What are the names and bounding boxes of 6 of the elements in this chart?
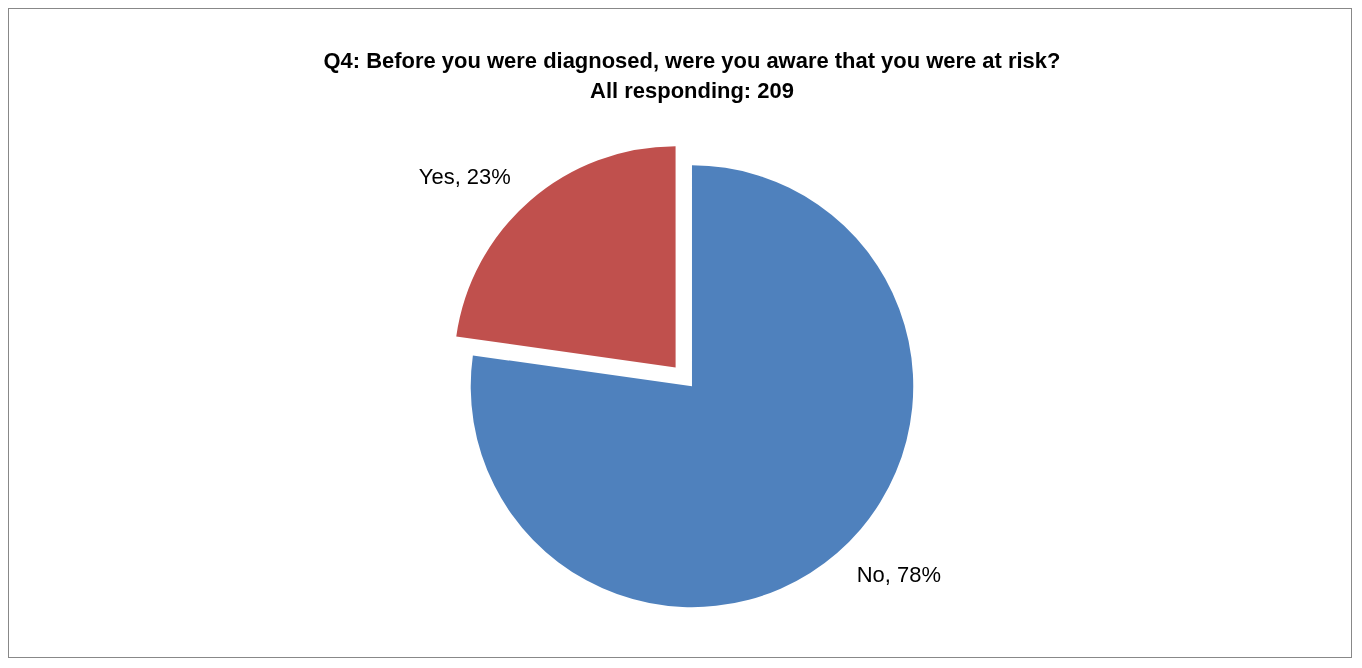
data-label: , 78%	[884, 561, 941, 587]
chart-title: Q4: Before you were diagnosed, were you aware that you were at risk?	[323, 48, 1061, 74]
slice-label: Yes	[418, 164, 455, 190]
chart-subtitle: All responding: 209	[590, 78, 794, 104]
data-label: , 23%	[454, 164, 511, 190]
slice-label: No	[856, 561, 885, 587]
